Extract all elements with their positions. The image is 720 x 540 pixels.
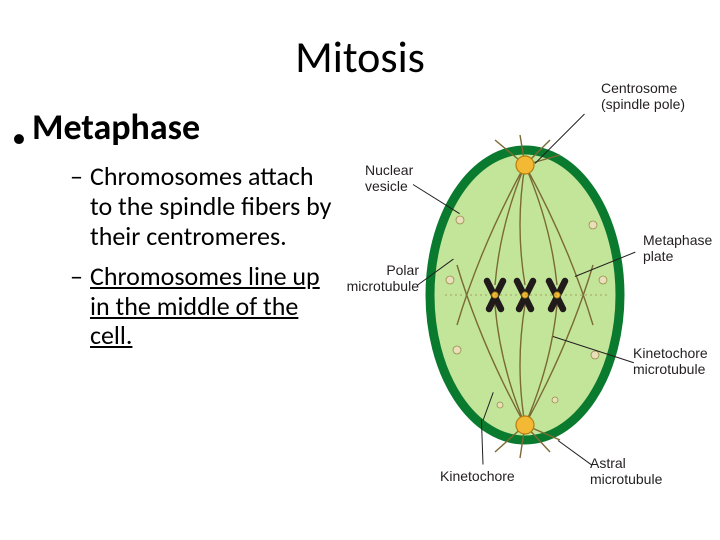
point-1: – Chromosomes attach to the spindle fibe… <box>70 162 340 252</box>
label-metaphase-plate: Metaphase plate <box>643 232 712 264</box>
label-centrosome: Centrosome (spindle pole) <box>601 80 685 112</box>
label-astral-l1: Astral <box>590 455 626 471</box>
label-kinetochore: Kinetochore <box>440 468 515 484</box>
label-polar-microtubule: Polar microtubule <box>339 262 419 294</box>
label-metaphase-l2: plate <box>643 248 673 264</box>
page-title: Mitosis <box>0 30 720 84</box>
label-nuclear-vesicle: Nuclear vesicle <box>365 162 413 194</box>
subheading: Metaphase <box>32 105 200 149</box>
label-astral-microtubule: Astral microtubule <box>590 455 662 487</box>
label-metaphase-l1: Metaphase <box>643 232 712 248</box>
label-polar-l2: microtubule <box>347 278 419 294</box>
label-astral-l2: microtubule <box>590 471 662 487</box>
centrosome-top <box>516 156 534 174</box>
metaphase-diagram: Centrosome (spindle pole) Nuclear vesicl… <box>345 80 715 500</box>
label-centrosome-l1: Centrosome <box>601 80 677 96</box>
label-polar-l1: Polar <box>386 262 419 278</box>
label-kinetochore-microtubule: Kinetochore microtubule <box>633 345 708 377</box>
point-2-text: Chromosomes line up in the middle of the… <box>90 260 320 352</box>
label-nuclear-l2: vesicle <box>365 178 408 194</box>
label-kineto-mt-l2: microtubule <box>633 361 705 377</box>
point-2: – Chromosomes line up in the middle of t… <box>70 262 340 352</box>
body-text: – Chromosomes attach to the spindle fibe… <box>70 162 340 361</box>
label-nuclear-l1: Nuclear <box>365 162 413 178</box>
dash-icon: – <box>70 262 83 292</box>
bullet-glyph: • <box>12 120 26 155</box>
point-1-text: Chromosomes attach to the spindle fibers… <box>90 160 331 252</box>
centrosome-bottom <box>516 416 534 434</box>
label-centrosome-l2: (spindle pole) <box>601 96 685 112</box>
dash-icon: – <box>70 162 83 192</box>
label-kineto-mt-l1: Kinetochore <box>633 345 708 361</box>
